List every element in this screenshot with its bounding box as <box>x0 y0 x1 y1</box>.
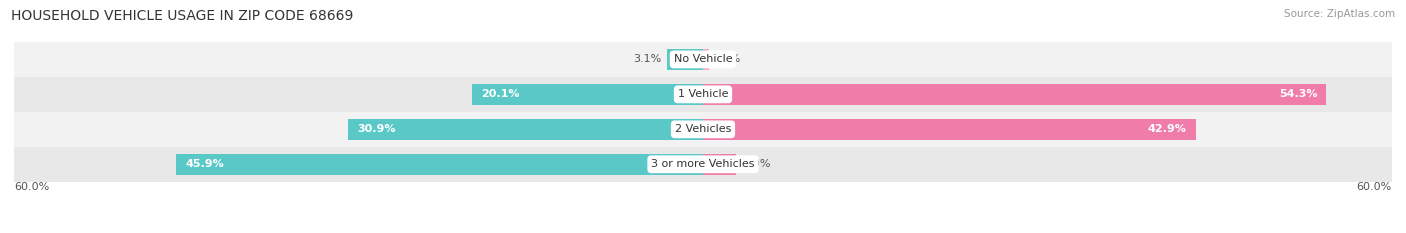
Bar <box>349 119 703 140</box>
Bar <box>14 77 1392 112</box>
Bar <box>703 49 709 70</box>
Text: 42.9%: 42.9% <box>1147 124 1187 134</box>
Text: 60.0%: 60.0% <box>1357 182 1392 192</box>
Text: 0.0%: 0.0% <box>713 55 741 64</box>
Bar <box>703 154 737 175</box>
Bar <box>14 112 1392 147</box>
Text: 54.3%: 54.3% <box>1279 89 1317 99</box>
Text: 20.1%: 20.1% <box>481 89 520 99</box>
Text: 30.9%: 30.9% <box>357 124 396 134</box>
Text: Source: ZipAtlas.com: Source: ZipAtlas.com <box>1284 9 1395 19</box>
Text: 3 or more Vehicles: 3 or more Vehicles <box>651 159 755 169</box>
Bar <box>472 84 703 105</box>
Bar <box>703 84 1326 105</box>
Bar <box>668 49 703 70</box>
Text: 1 Vehicle: 1 Vehicle <box>678 89 728 99</box>
Legend: Owner-occupied, Renter-occupied: Owner-occupied, Renter-occupied <box>581 230 825 233</box>
Text: No Vehicle: No Vehicle <box>673 55 733 64</box>
Text: 2 Vehicles: 2 Vehicles <box>675 124 731 134</box>
Text: 45.9%: 45.9% <box>186 159 224 169</box>
Bar <box>14 42 1392 77</box>
Text: HOUSEHOLD VEHICLE USAGE IN ZIP CODE 68669: HOUSEHOLD VEHICLE USAGE IN ZIP CODE 6866… <box>11 9 354 23</box>
Text: 60.0%: 60.0% <box>14 182 49 192</box>
Bar <box>14 147 1392 182</box>
Text: 2.9%: 2.9% <box>742 159 770 169</box>
Text: 3.1%: 3.1% <box>634 55 662 64</box>
Bar <box>703 119 1195 140</box>
Bar <box>176 154 703 175</box>
